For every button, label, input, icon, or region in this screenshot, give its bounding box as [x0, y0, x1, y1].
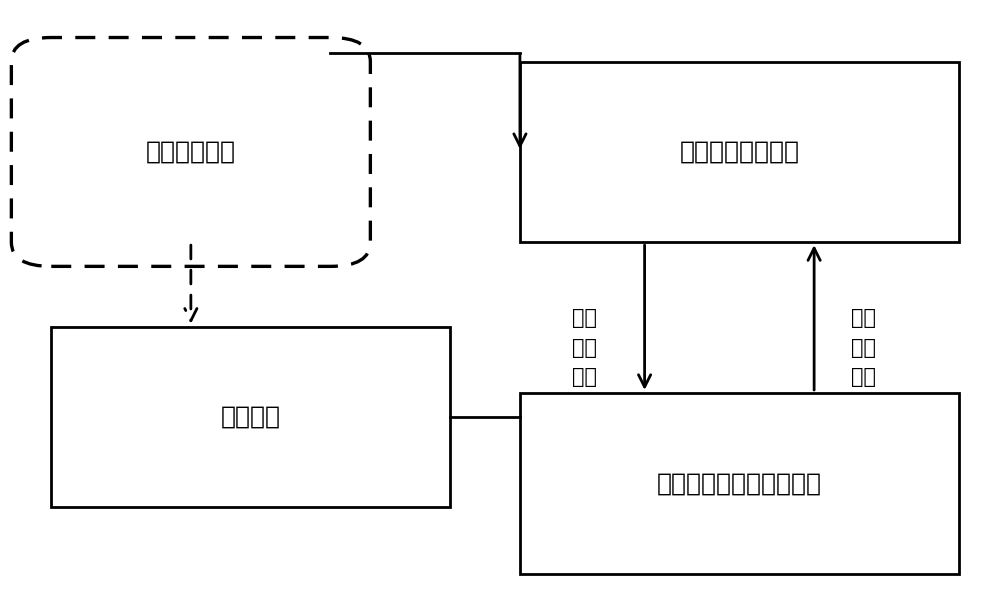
FancyBboxPatch shape [520, 62, 959, 242]
Text: 信号分析处理模块: 信号分析处理模块 [679, 140, 799, 164]
FancyBboxPatch shape [520, 393, 959, 574]
Text: 分类识别及后续修复模块: 分类识别及后续修复模块 [657, 471, 822, 495]
Text: 模拟
修复
参数: 模拟 修复 参数 [851, 308, 876, 387]
Text: 电缆附件故障: 电缆附件故障 [146, 140, 236, 164]
Text: 信号
分析
结果: 信号 分析 结果 [572, 308, 597, 387]
Text: 采集模块: 采集模块 [221, 405, 281, 429]
FancyBboxPatch shape [51, 327, 450, 507]
FancyBboxPatch shape [11, 38, 370, 266]
